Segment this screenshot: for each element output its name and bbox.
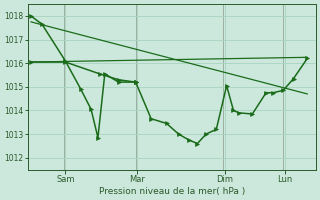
X-axis label: Pression niveau de la mer( hPa ): Pression niveau de la mer( hPa ): [99, 187, 245, 196]
